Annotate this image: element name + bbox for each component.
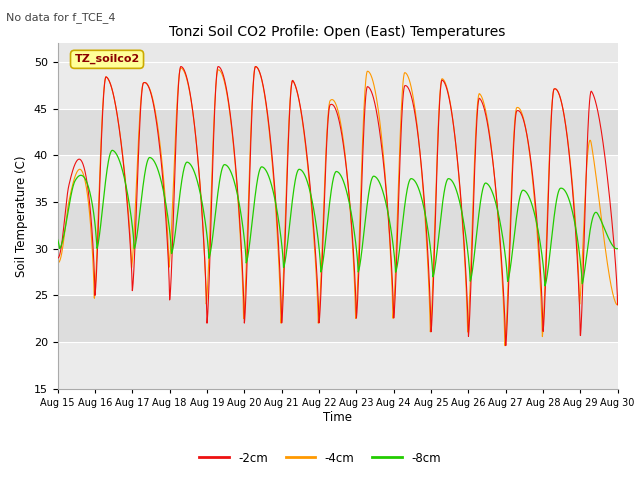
- Title: Tonzi Soil CO2 Profile: Open (East) Temperatures: Tonzi Soil CO2 Profile: Open (East) Temp…: [170, 25, 506, 39]
- Legend: -2cm, -4cm, -8cm: -2cm, -4cm, -8cm: [195, 447, 445, 469]
- Bar: [58, 108, 618, 156]
- Y-axis label: Soil Temperature (C): Soil Temperature (C): [15, 155, 28, 277]
- Bar: [58, 156, 618, 202]
- Bar: [58, 202, 618, 249]
- Bar: [58, 62, 618, 108]
- Bar: [58, 342, 618, 389]
- Bar: [58, 249, 618, 295]
- Text: TZ_soilco2: TZ_soilco2: [74, 54, 140, 64]
- X-axis label: Time: Time: [323, 410, 352, 424]
- Bar: [58, 295, 618, 342]
- Text: No data for f_TCE_4: No data for f_TCE_4: [6, 12, 116, 23]
